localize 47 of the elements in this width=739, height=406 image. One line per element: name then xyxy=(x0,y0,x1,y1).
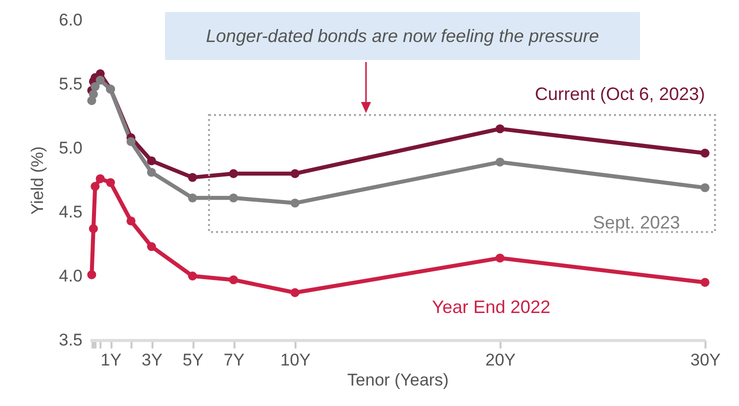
point xyxy=(290,198,300,208)
point xyxy=(147,242,156,252)
callout-box: Longer-dated bonds are now feeling the pressure xyxy=(165,12,640,60)
point xyxy=(496,254,504,263)
x-tick-label: 3Y xyxy=(142,350,162,370)
point xyxy=(496,124,504,134)
point xyxy=(188,193,197,202)
point xyxy=(106,178,115,188)
series-label: Current (Oct 6, 2023) xyxy=(534,84,705,104)
y-tick-label: 4.0 xyxy=(58,266,82,286)
point xyxy=(496,158,504,167)
point xyxy=(87,270,96,280)
x-tick-label: 7Y xyxy=(224,350,244,370)
x-tick-label: 30Y xyxy=(690,350,721,370)
y-tick-label: 5.0 xyxy=(58,138,82,158)
x-tick-label: 10Y xyxy=(280,350,311,370)
point xyxy=(188,172,197,182)
point xyxy=(126,137,136,146)
point xyxy=(147,156,156,166)
x-tick-label: 1Y xyxy=(100,350,122,370)
y-tick-label: 6.0 xyxy=(58,10,82,30)
series-label: Sept. 2023 xyxy=(592,212,680,233)
point xyxy=(88,90,98,99)
point xyxy=(700,148,710,158)
point xyxy=(290,169,300,178)
point xyxy=(700,278,710,287)
y-axis-title: Yield (%) xyxy=(28,146,47,215)
point xyxy=(290,288,300,298)
point xyxy=(96,174,105,184)
point xyxy=(229,169,238,178)
point xyxy=(147,168,156,177)
x-axis-title: Tenor (Years) xyxy=(347,370,449,390)
point xyxy=(96,76,105,85)
x-tick-label: 5Y xyxy=(182,350,204,370)
point xyxy=(90,82,100,92)
series-label: Year End 2022 xyxy=(432,297,550,318)
point xyxy=(229,193,238,202)
point xyxy=(229,275,238,284)
point xyxy=(90,182,100,191)
y-tick-label: 4.5 xyxy=(58,202,82,222)
point xyxy=(188,272,197,280)
y-tick-label: 5.5 xyxy=(58,74,82,94)
point xyxy=(700,183,710,192)
x-tick-label: 20Y xyxy=(485,350,516,370)
point xyxy=(126,216,136,226)
y-tick-label: 3.5 xyxy=(58,330,82,350)
point xyxy=(88,224,98,234)
